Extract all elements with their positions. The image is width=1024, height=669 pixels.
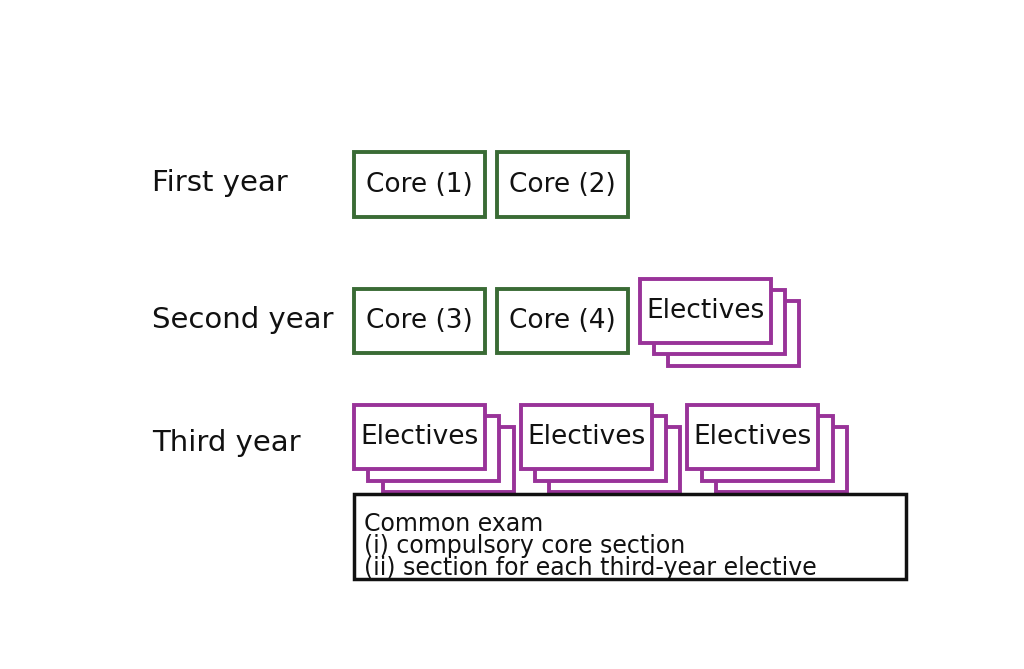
FancyBboxPatch shape xyxy=(383,427,514,492)
FancyBboxPatch shape xyxy=(669,301,800,366)
Text: Core (4): Core (4) xyxy=(509,308,615,334)
FancyBboxPatch shape xyxy=(354,153,485,217)
FancyBboxPatch shape xyxy=(521,405,652,469)
FancyBboxPatch shape xyxy=(536,416,666,480)
Text: (ii) section for each third-year elective: (ii) section for each third-year electiv… xyxy=(364,556,816,580)
FancyBboxPatch shape xyxy=(497,289,628,353)
Text: Core (3): Core (3) xyxy=(367,308,473,334)
FancyBboxPatch shape xyxy=(354,405,485,469)
Text: Electives: Electives xyxy=(646,298,765,324)
Text: Electives: Electives xyxy=(527,424,645,450)
FancyBboxPatch shape xyxy=(497,153,628,217)
Text: Third year: Third year xyxy=(152,429,300,458)
Text: Common exam: Common exam xyxy=(364,512,543,537)
FancyBboxPatch shape xyxy=(687,405,818,469)
FancyBboxPatch shape xyxy=(369,416,500,480)
Text: Electives: Electives xyxy=(360,424,479,450)
FancyBboxPatch shape xyxy=(354,494,905,579)
Text: Core (1): Core (1) xyxy=(367,171,473,197)
Text: Second year: Second year xyxy=(152,306,333,334)
Text: Core (2): Core (2) xyxy=(509,171,615,197)
FancyBboxPatch shape xyxy=(550,427,680,492)
Text: First year: First year xyxy=(152,169,288,197)
FancyBboxPatch shape xyxy=(354,289,485,353)
FancyBboxPatch shape xyxy=(654,290,785,355)
Text: (i) compulsory core section: (i) compulsory core section xyxy=(364,535,685,558)
FancyBboxPatch shape xyxy=(716,427,847,492)
FancyBboxPatch shape xyxy=(640,278,771,343)
Text: Electives: Electives xyxy=(694,424,812,450)
FancyBboxPatch shape xyxy=(701,416,833,480)
